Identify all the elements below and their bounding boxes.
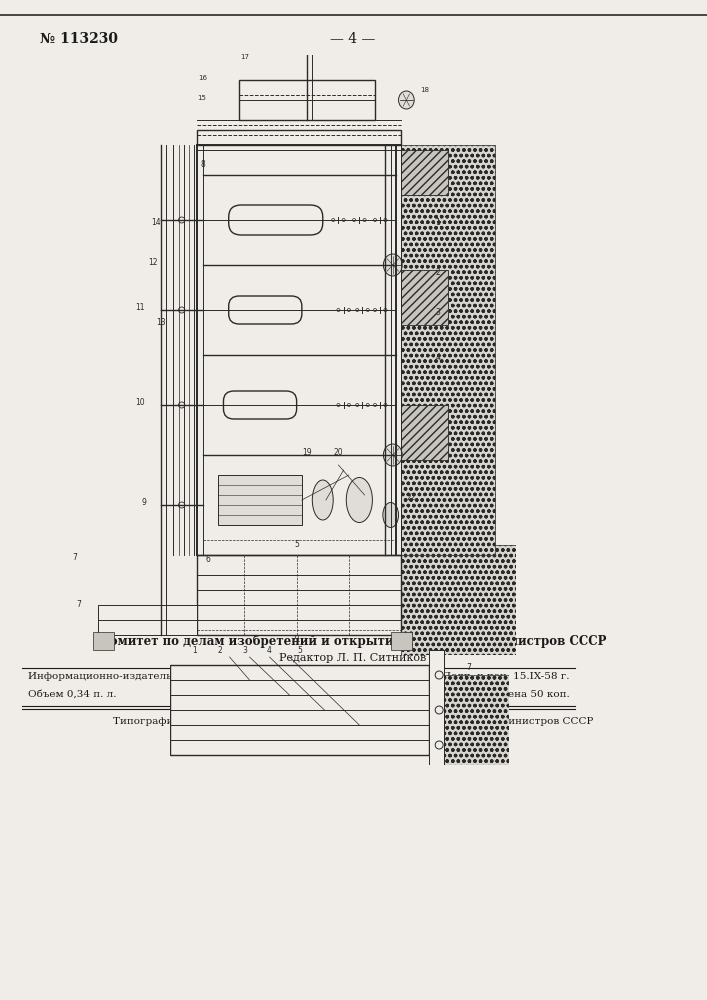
Text: 15: 15 [197,95,206,101]
Text: 11: 11 [135,303,145,312]
Text: 7: 7 [77,600,82,609]
Circle shape [179,402,185,408]
Text: 12: 12 [148,258,158,267]
Text: 5: 5 [297,646,302,655]
Circle shape [373,219,377,222]
Text: 10: 10 [135,398,145,407]
Text: 19: 19 [303,448,312,457]
FancyBboxPatch shape [228,205,323,235]
Ellipse shape [383,502,399,528]
Circle shape [363,219,366,222]
Circle shape [384,403,387,406]
Text: 9: 9 [141,498,146,507]
Text: Москва, Петровка, 14.: Москва, Петровка, 14. [291,732,414,741]
Bar [401,145,495,555]
Text: Тираж 1375: Тираж 1375 [327,690,393,699]
Text: 14: 14 [151,218,160,227]
Circle shape [436,671,443,679]
Bar [401,150,448,195]
Text: 6: 6 [205,555,210,564]
Ellipse shape [383,254,402,276]
Circle shape [332,219,335,222]
Text: 7: 7 [73,553,78,562]
Bar [197,130,401,145]
Bar [93,632,114,650]
Circle shape [373,403,377,406]
Circle shape [337,308,340,312]
Circle shape [366,403,369,406]
Text: 22: 22 [407,493,416,502]
Text: 4: 4 [436,353,440,362]
Text: Объем 0,34 п. л.: Объем 0,34 п. л. [28,690,117,699]
Text: 18: 18 [420,87,429,93]
Bar [429,650,444,765]
Circle shape [347,403,351,406]
Text: 2: 2 [217,646,222,655]
Bar [401,545,516,655]
FancyBboxPatch shape [223,391,297,419]
Circle shape [366,308,369,312]
Bar [444,675,509,765]
Text: Цена 50 коп.: Цена 50 коп. [499,690,570,699]
Text: 3: 3 [242,646,247,655]
Text: Редактор Л. П. Ситников: Редактор Л. П. Ситников [279,653,426,663]
Circle shape [436,706,443,714]
Circle shape [436,741,443,749]
Bar [218,475,302,525]
Text: 5: 5 [294,540,299,549]
Text: 3: 3 [436,308,440,317]
Bar [401,405,448,460]
Text: 4: 4 [267,646,272,655]
Circle shape [179,502,185,508]
Circle shape [337,403,340,406]
Text: Комитет по делам изобретений и открытий при Совете Министров СССР: Комитет по делам изобретений и открытий … [99,635,607,648]
Bar [391,632,411,650]
Text: — 4 —: — 4 — [330,32,375,46]
Circle shape [179,217,185,223]
Text: Подп. к печ. 15.IX-58 г.: Подп. к печ. 15.IX-58 г. [443,672,570,681]
FancyBboxPatch shape [228,296,302,324]
Text: Типография Комитета по делам изобретений и открытий при Совете Министров СССР: Типография Комитета по делам изобретений… [113,716,593,726]
Ellipse shape [399,91,414,109]
Bar [239,80,375,120]
Bar [170,665,429,755]
Circle shape [179,307,185,313]
Ellipse shape [312,480,333,520]
Text: 1: 1 [192,646,197,655]
Circle shape [342,219,345,222]
Ellipse shape [383,444,402,466]
Text: 17: 17 [240,54,249,60]
Circle shape [356,403,359,406]
Circle shape [384,219,387,222]
Bar [401,270,448,325]
Text: 1: 1 [436,218,440,227]
Bar [98,605,197,635]
Ellipse shape [346,478,373,522]
Text: Информационно-издательский отдел.: Информационно-издательский отдел. [28,672,235,681]
Text: № 113230: № 113230 [40,32,118,46]
Circle shape [373,308,377,312]
Text: 21: 21 [292,635,301,644]
Circle shape [347,308,351,312]
Text: 7: 7 [467,663,472,672]
Bar [197,555,401,635]
Text: 13: 13 [156,318,165,327]
Text: 20: 20 [334,448,344,457]
Text: 16: 16 [198,75,207,81]
Circle shape [384,308,387,312]
Circle shape [356,308,359,312]
Text: Зак. 4794: Зак. 4794 [214,690,266,699]
Circle shape [353,219,356,222]
Text: 8: 8 [200,160,205,169]
Text: 2: 2 [436,268,440,277]
